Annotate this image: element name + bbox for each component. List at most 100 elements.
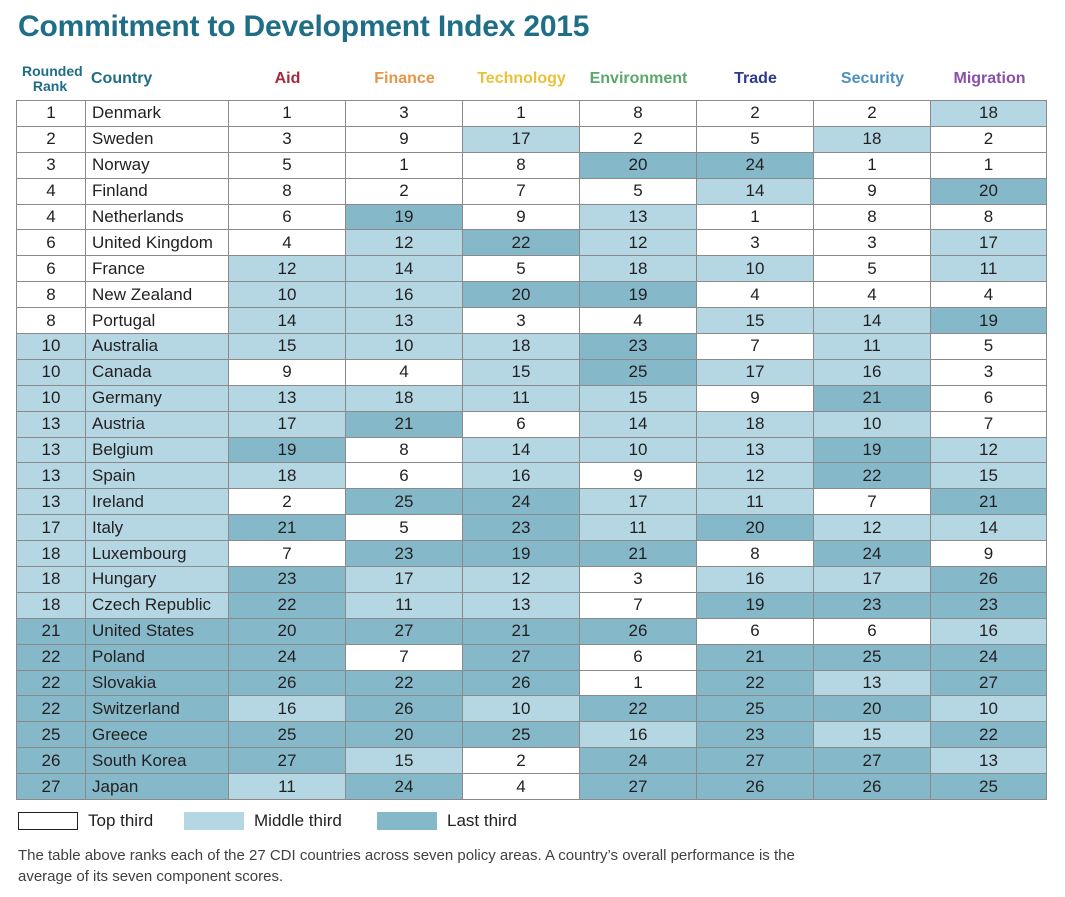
score-cell-security: 13 [813, 669, 931, 697]
score-cell-finance: 6 [345, 462, 463, 490]
score-cell-environment: 26 [579, 617, 697, 645]
score-cell-security: 12 [813, 514, 931, 542]
score-cell-aid: 4 [228, 229, 346, 257]
country-cell: United States [85, 617, 229, 645]
table-row: 10 Australia 15 10 18 23 7 11 5 [16, 333, 1047, 360]
score-cell-security: 15 [813, 721, 931, 749]
table-row: 21 United States 20 27 21 26 6 6 16 [16, 617, 1047, 645]
rank-cell: 18 [16, 566, 86, 593]
header-security: Security [840, 70, 905, 87]
score-cell-finance: 27 [345, 617, 463, 645]
country-cell: New Zealand [85, 281, 229, 309]
score-cell-migration: 15 [930, 462, 1047, 490]
score-cell-finance: 4 [345, 358, 463, 386]
score-cell-technology: 22 [462, 229, 580, 257]
rank-cell: 18 [16, 540, 86, 568]
score-cell-finance: 25 [345, 488, 463, 516]
table-row: 1 Denmark 1 3 1 8 2 2 18 [16, 100, 1047, 127]
score-cell-technology: 6 [462, 410, 580, 438]
country-cell: Czech Republic [85, 591, 229, 619]
score-cell-environment: 22 [579, 695, 697, 723]
rank-cell: 22 [16, 643, 86, 671]
country-cell: Switzerland [85, 695, 229, 723]
score-cell-trade: 15 [696, 307, 814, 335]
score-cell-technology: 16 [462, 462, 580, 490]
score-cell-aid: 16 [228, 695, 346, 723]
score-cell-migration: 6 [930, 384, 1047, 412]
score-cell-finance: 12 [345, 229, 463, 257]
score-cell-environment: 27 [579, 773, 697, 801]
rank-cell: 13 [16, 488, 86, 516]
table-row: 6 United Kingdom 4 12 22 12 3 3 17 [16, 229, 1047, 257]
score-cell-trade: 21 [696, 643, 814, 671]
score-cell-aid: 19 [228, 436, 346, 464]
header-trade: Trade [734, 70, 777, 87]
table-row: 18 Luxembourg 7 23 19 21 8 24 9 [16, 540, 1047, 568]
score-cell-aid: 3 [228, 125, 346, 153]
rank-cell: 13 [16, 436, 86, 464]
score-cell-environment: 13 [579, 203, 697, 231]
score-cell-migration: 5 [930, 333, 1047, 360]
score-cell-finance: 3 [345, 100, 463, 127]
score-cell-finance: 14 [345, 255, 463, 283]
table-row: 10 Canada 9 4 15 25 17 16 3 [16, 358, 1047, 386]
country-cell: Finland [85, 177, 229, 205]
score-cell-technology: 2 [462, 747, 580, 775]
score-cell-aid: 11 [228, 773, 346, 801]
score-cell-trade: 12 [696, 462, 814, 490]
table-row: 17 Italy 21 5 23 11 20 12 14 [16, 514, 1047, 542]
score-cell-trade: 1 [696, 203, 814, 231]
score-cell-security: 27 [813, 747, 931, 775]
score-cell-finance: 8 [345, 436, 463, 464]
score-cell-environment: 14 [579, 410, 697, 438]
table-row: 2 Sweden 3 9 17 2 5 18 2 [16, 125, 1047, 153]
score-cell-migration: 4 [930, 281, 1047, 309]
score-cell-finance: 15 [345, 747, 463, 775]
score-cell-migration: 16 [930, 617, 1047, 645]
country-cell: Austria [85, 410, 229, 438]
country-cell: Denmark [85, 100, 229, 127]
score-cell-technology: 13 [462, 591, 580, 619]
score-cell-migration: 25 [930, 773, 1047, 801]
score-cell-migration: 10 [930, 695, 1047, 723]
rank-cell: 21 [16, 617, 86, 645]
score-cell-migration: 19 [930, 307, 1047, 335]
table-row: 13 Austria 17 21 6 14 18 10 7 [16, 410, 1047, 438]
score-cell-aid: 22 [228, 591, 346, 619]
rank-cell: 6 [16, 229, 86, 257]
score-cell-migration: 12 [930, 436, 1047, 464]
rank-cell: 10 [16, 384, 86, 412]
score-cell-technology: 1 [462, 100, 580, 127]
score-cell-finance: 17 [345, 566, 463, 593]
score-cell-finance: 9 [345, 125, 463, 153]
score-cell-migration: 21 [930, 488, 1047, 516]
score-cell-finance: 23 [345, 540, 463, 568]
score-cell-finance: 16 [345, 281, 463, 309]
score-cell-environment: 17 [579, 488, 697, 516]
rank-cell: 17 [16, 514, 86, 542]
country-cell: Norway [85, 151, 229, 179]
score-cell-environment: 20 [579, 151, 697, 179]
score-cell-technology: 3 [462, 307, 580, 335]
score-cell-finance: 11 [345, 591, 463, 619]
score-cell-aid: 10 [228, 281, 346, 309]
rank-cell: 13 [16, 462, 86, 490]
legend-swatch-top [18, 812, 78, 830]
score-cell-environment: 5 [579, 177, 697, 205]
score-cell-technology: 17 [462, 125, 580, 153]
score-cell-trade: 13 [696, 436, 814, 464]
score-cell-environment: 8 [579, 100, 697, 127]
rank-cell: 10 [16, 333, 86, 360]
score-cell-aid: 8 [228, 177, 346, 205]
rank-cell: 18 [16, 591, 86, 619]
rank-cell: 26 [16, 747, 86, 775]
footnote: The table above ranks each of the 27 CDI… [18, 847, 795, 885]
score-cell-environment: 3 [579, 566, 697, 593]
score-cell-trade: 19 [696, 591, 814, 619]
country-cell: Poland [85, 643, 229, 671]
table-row: 22 Switzerland 16 26 10 22 25 20 10 [16, 695, 1047, 723]
country-cell: Slovakia [85, 669, 229, 697]
score-cell-technology: 10 [462, 695, 580, 723]
country-cell: France [85, 255, 229, 283]
country-cell: Canada [85, 358, 229, 386]
